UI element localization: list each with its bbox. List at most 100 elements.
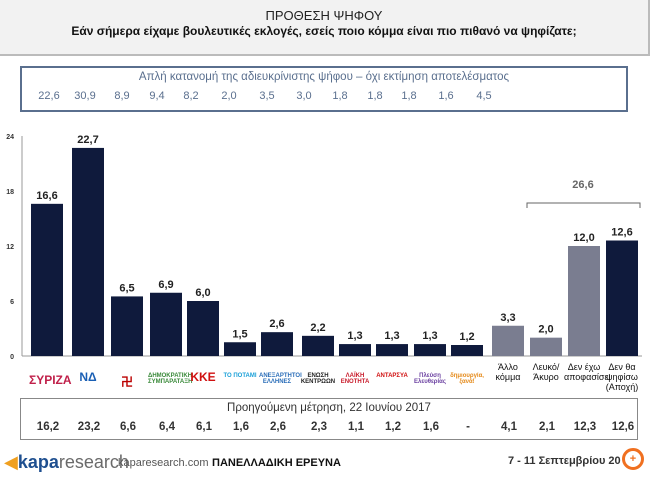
distribution-value: 1,8 — [332, 90, 348, 102]
distribution-value: 2,0 — [221, 90, 237, 102]
previous-value: 4,1 — [501, 421, 517, 433]
party-logo: ΚΚΕ — [190, 370, 216, 384]
data-label: 1,3 — [347, 330, 362, 342]
previous-value: 2,1 — [539, 421, 555, 433]
party-logo: ΤΟ ΠΟΤΑΜΙ — [223, 373, 257, 379]
distribution-value: 1,8 — [367, 90, 383, 102]
y-tick-label: 18 — [6, 189, 14, 196]
distribution-value: 22,6 — [38, 90, 60, 102]
previous-value: 23,2 — [77, 421, 101, 433]
question: Εάν σήμερα είχαμε βουλευτικές εκλογές, ε… — [71, 24, 577, 38]
brand-research: research — [58, 452, 129, 472]
bracket-label: 26,6 — [572, 179, 593, 191]
y-tick-label: 12 — [6, 244, 14, 251]
party-logo: ΝΔ — [79, 370, 97, 384]
data-label: 12,6 — [611, 227, 632, 239]
y-tick-label: 6 — [10, 299, 14, 306]
previous-value: 2,3 — [311, 421, 327, 433]
bar — [339, 344, 371, 356]
data-label: 1,3 — [384, 330, 399, 342]
category-label: Λευκό/ Άκυρο — [532, 362, 560, 382]
previous-value: 6,1 — [196, 421, 212, 433]
distribution-value: 8,2 — [183, 90, 199, 102]
bar — [111, 296, 143, 356]
y-tick-label: 24 — [6, 134, 14, 141]
data-label: 2,0 — [538, 324, 553, 336]
distribution-value: 1,8 — [401, 90, 417, 102]
bracket — [526, 202, 641, 208]
site-link[interactable]: kaparesearch.com — [118, 457, 209, 469]
previous-value: 6,6 — [120, 421, 136, 433]
bar — [224, 342, 256, 356]
bar — [31, 203, 63, 356]
category-label: Δεν θα ψηφίσω (Αποχή) — [605, 362, 639, 392]
data-label: 1,2 — [459, 331, 474, 343]
party-logo: Πλεύση Ελευθερίας — [414, 373, 446, 385]
page-title: ΠΡΟΘΕΣΗ ΨΗΦΟΥ — [265, 8, 383, 23]
previous-value: 16,2 — [36, 421, 60, 433]
bar — [302, 335, 334, 356]
distribution-value: 4,5 — [476, 90, 492, 102]
previous-caption: Προηγούμενη μέτρηση, 22 Ιουνίου 2017 — [227, 402, 431, 414]
distribution-box: Απλή κατανομή της αδιευκρίνιστης ψήφου –… — [20, 66, 628, 112]
bar — [414, 344, 446, 356]
party-logo: δημιουργία, ξανά! — [450, 373, 484, 385]
bar — [72, 147, 104, 356]
brand-kapa: kapa — [17, 452, 59, 472]
bar — [451, 345, 483, 356]
bar — [376, 344, 408, 356]
bar — [530, 337, 562, 356]
zoom-icon[interactable]: + — [622, 448, 644, 470]
footer-date: 7 - 11 Σεπτεμβρίου 20 — [508, 455, 621, 467]
bar-chart: 0 6 12 18 24 16,6 22,7 6,5 6,9 6,0 1,5 2,6 2,2 1,3 1,3… — [6, 134, 642, 361]
data-label: 2,2 — [310, 322, 325, 334]
data-label: 1,5 — [232, 328, 247, 340]
bar — [261, 332, 293, 356]
bar — [568, 246, 600, 356]
data-label: 1,3 — [422, 330, 437, 342]
data-label: 22,7 — [77, 134, 98, 146]
previous-value: 12,6 — [611, 421, 635, 433]
distribution-value: 3,5 — [259, 90, 275, 102]
distribution-value: 9,4 — [149, 90, 165, 102]
header: ΠΡΟΘΕΣΗ ΨΗΦΟΥ Εάν σήμερα είχαμε βουλευτι… — [0, 0, 650, 56]
bar — [606, 240, 638, 356]
previous-value: 1,6 — [423, 421, 439, 433]
data-label: 2,6 — [269, 318, 284, 330]
distribution-value: 30,9 — [74, 90, 96, 102]
data-label: 6,0 — [195, 287, 210, 299]
bar — [187, 301, 219, 356]
category-label: Άλλο κόμμα — [495, 362, 521, 382]
party-logo: ΛΑΪΚΗ ΕΝΟΤΗΤΑ — [340, 373, 370, 385]
bar — [492, 325, 524, 356]
category-label: Δεν έχω αποφασίσει — [564, 362, 611, 382]
party-logo: ΕΝΩΣΗ ΚΕΝΤΡΩΩΝ — [300, 373, 336, 385]
party-logo: ΑΝΤΑΡΣΥΑ — [376, 373, 408, 379]
party-logo: ΔΗΜΟΚΡΑΤΙΚΗ ΣΥΜΠΑΡΑΤΑΞΗ — [148, 373, 193, 385]
previous-value: 1,2 — [385, 421, 401, 433]
distribution-value: 1,6 — [438, 90, 454, 102]
party-logo: 卍 — [120, 375, 133, 389]
bar — [150, 292, 182, 356]
footer: ◀kaparesearch kaparesearch.com ΠΑΝΕΛΛΑΔΙ… — [0, 448, 650, 477]
previous-value: - — [466, 421, 470, 433]
data-label: 16,6 — [36, 190, 57, 202]
previous-value: 1,1 — [348, 421, 364, 433]
previous-value: 6,4 — [159, 421, 175, 433]
party-logo: ΑΝΕΞΑΡΤΗΤΟΙ ΕΛΛΗΝΕΣ — [259, 373, 302, 385]
footer-center: ΠΑΝΕΛΛΑΔΙΚΗ ΕΡΕΥΝΑ — [212, 457, 341, 469]
previous-value: 12,3 — [573, 421, 597, 433]
party-logo: ΣΥΡΙΖΑ — [29, 373, 72, 387]
previous-value: 2,6 — [270, 421, 286, 433]
data-label: 3,3 — [500, 312, 515, 324]
data-label: 6,5 — [119, 282, 134, 294]
brand-logo: ◀kaparesearch — [4, 452, 129, 472]
previous-box: Προηγούμενη μέτρηση, 22 Ιουνίου 2017 16,… — [20, 398, 638, 440]
data-label: 6,9 — [158, 279, 173, 291]
previous-value: 1,6 — [233, 421, 249, 433]
distribution-value: 3,0 — [296, 90, 312, 102]
data-label: 12,0 — [573, 232, 594, 244]
y-tick-label: 0 — [10, 354, 14, 361]
distribution-caption: Απλή κατανομή της αδιευκρίνιστης ψήφου –… — [138, 71, 510, 83]
distribution-value: 8,9 — [114, 90, 130, 102]
